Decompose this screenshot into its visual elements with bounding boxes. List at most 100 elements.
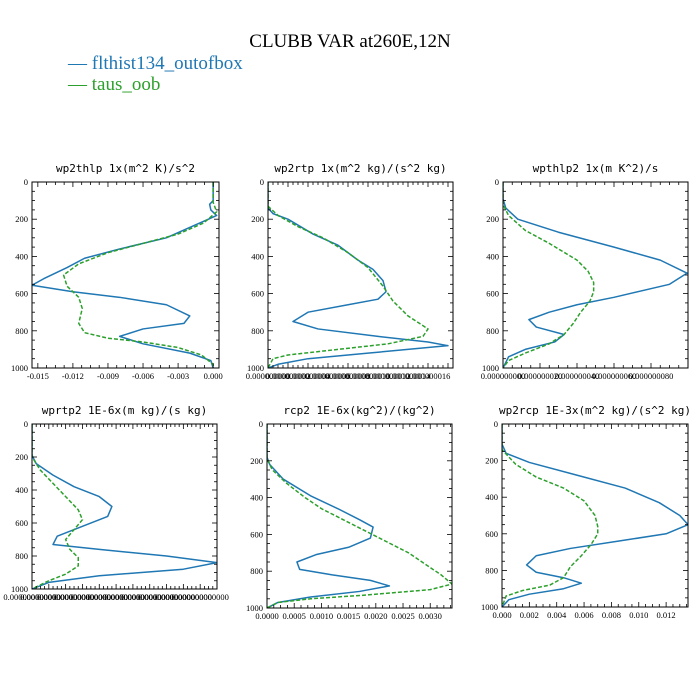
figure-title: CLUBB VAR at260E,12N	[249, 31, 451, 52]
y-tick-label: 400	[486, 251, 499, 261]
x-tick-label: 0.000000012	[366, 371, 411, 381]
y-tick-label: 0	[495, 177, 499, 187]
x-tick-label: 0.000000060	[592, 371, 637, 381]
panel-title: wprtp2 1E-6x(m kg)/(s kg)	[42, 404, 208, 417]
x-tick-label: 0.000000000000	[171, 592, 228, 602]
x-tick-label: 0.000000002	[266, 371, 311, 381]
y-tick-label: 600	[485, 529, 498, 539]
x-tick-label: 0.0020	[364, 611, 387, 621]
panel-title: rcp2 1E-6x(kg^2)/(kg^2)	[283, 404, 435, 417]
x-tick-label: -0.015	[27, 371, 49, 381]
x-tick-label: 0.000000000000	[37, 592, 94, 602]
panel-2: wp2rtp 1x(m^2 kg)/(s^2 kg) 0 200 400 600 800 1…	[246, 162, 454, 381]
x-tick-label: 0.0025	[391, 611, 414, 621]
x-tick-label: -0.006	[132, 371, 154, 381]
x-tick-label: 0.000000010	[346, 371, 391, 381]
x-tick-label: 0.000000000000	[138, 592, 195, 602]
x-tick-label: 0.000000000000	[104, 592, 161, 602]
x-tick-label: 0.000000000000	[20, 592, 77, 602]
y-tick-label: 200	[250, 456, 263, 466]
x-tick-label: 0.0010	[310, 611, 333, 621]
y-tick-label: 200	[15, 452, 28, 462]
y-tick-label: 800	[485, 565, 498, 575]
x-tick-label: 0.000	[204, 371, 223, 381]
panel-title: wp2rcp 1E-3x(m^2 kg)/(s^2 kg)	[499, 404, 691, 417]
panel-4: wprtp2 1E-6x(m kg)/(s kg) 0 200 400 600 800 10…	[3, 404, 229, 602]
x-tick-label: 0.000000016	[406, 371, 451, 381]
series-line-flthist134	[32, 424, 217, 589]
series-line-taus-oob	[503, 182, 595, 368]
y-tick-label: 400	[15, 485, 28, 495]
x-tick-label: 0.000000014	[386, 371, 431, 381]
x-tick-label: 0.002	[520, 610, 539, 620]
plot-frame	[266, 423, 453, 609]
x-tick-label: 0.000000000000	[71, 592, 128, 602]
y-tick-label: 0	[494, 419, 498, 429]
legend-entry-flthist134: — flthist134_outofbox	[67, 53, 243, 74]
y-tick-label: 600	[15, 518, 28, 528]
x-tick-label: 0.000000040	[555, 371, 600, 381]
x-tick-label: 0.000000006	[306, 371, 351, 381]
y-tick-label: 400	[250, 493, 263, 503]
series-line-flthist134	[268, 182, 449, 368]
y-tick-label: 200	[15, 214, 28, 224]
x-tick-label: -0.003	[167, 371, 189, 381]
panel-3: wpthlp2 1x(m K^2)/s 0 200 400 600 800 1000 0.00…	[481, 162, 689, 381]
y-tick-label: 1000	[481, 602, 498, 612]
x-tick-label: 0.0030	[419, 611, 442, 621]
y-tick-label: 600	[251, 289, 264, 299]
panel-1: wp2thlp 1x(m^2 K)/s^202004006008001000-0…	[11, 162, 223, 381]
panel-title: wpthlp2 1x(m K^2)/s	[533, 162, 659, 175]
x-tick-label: 0.008	[602, 610, 621, 620]
y-tick-label: 600	[15, 289, 28, 299]
y-tick-label: 800	[15, 551, 28, 561]
plot-frame	[31, 423, 218, 590]
y-tick-label: 800	[15, 326, 28, 336]
y-tick-label: 1000	[11, 584, 28, 594]
y-tick-label: 1000	[247, 363, 264, 373]
series-line-taus-oob	[62, 182, 218, 368]
plot-frame	[31, 181, 220, 369]
x-tick-label: 0.0005	[283, 611, 306, 621]
y-tick-label: 800	[486, 326, 499, 336]
plot-frame	[502, 181, 689, 369]
x-tick-label: 0.012	[657, 610, 676, 620]
y-tick-label: 200	[485, 456, 498, 466]
y-tick-label: 600	[486, 289, 499, 299]
series-line-flthist134	[32, 182, 218, 368]
x-tick-label: 0.000000000000	[54, 592, 111, 602]
x-tick-label: 0.006	[574, 610, 593, 620]
x-tick-label: 0.004	[547, 610, 567, 620]
x-tick-label: 0.000000008	[326, 371, 371, 381]
y-tick-label: 400	[15, 251, 28, 261]
legend-entry-taus-oob: — taus_oob	[67, 74, 160, 95]
x-tick-label: -0.009	[97, 371, 119, 381]
panel-6: wp2rcp 1E-3x(m^2 kg)/(s^2 kg)0 200 400 600 8…	[481, 404, 691, 620]
series-line-flthist134	[502, 424, 688, 607]
y-tick-label: 400	[485, 492, 498, 502]
y-tick-label: 1000	[482, 363, 499, 373]
y-tick-label: 600	[250, 529, 263, 539]
y-tick-label: 1000	[11, 363, 28, 373]
panel-title: wp2rtp 1x(m^2 kg)/(s^2 kg)	[274, 162, 446, 175]
y-tick-label: 400	[251, 251, 264, 261]
series-line-taus-oob	[32, 424, 84, 589]
x-tick-label: 0.000000000000	[155, 592, 212, 602]
x-tick-label: 0.0000	[255, 611, 278, 621]
y-tick-label: 800	[250, 566, 263, 576]
x-tick-label: 0.000000004	[286, 371, 331, 381]
y-tick-label: 800	[251, 326, 264, 336]
series-line-taus-oob	[502, 424, 599, 607]
x-tick-label: 0.000	[492, 610, 511, 620]
x-tick-label: 0.000000020	[518, 371, 563, 381]
x-tick-label: 0.0015	[337, 611, 360, 621]
y-tick-label: 0	[24, 419, 28, 429]
x-tick-label: 0.010	[629, 610, 648, 620]
x-tick-label: 0.000000000000	[121, 592, 178, 602]
y-tick-label: 1000	[246, 603, 263, 613]
x-tick-label: 0.000000000	[246, 371, 291, 381]
series-line-taus-oob	[268, 182, 429, 368]
y-tick-label: 0	[259, 419, 263, 429]
y-tick-label: 200	[486, 214, 499, 224]
